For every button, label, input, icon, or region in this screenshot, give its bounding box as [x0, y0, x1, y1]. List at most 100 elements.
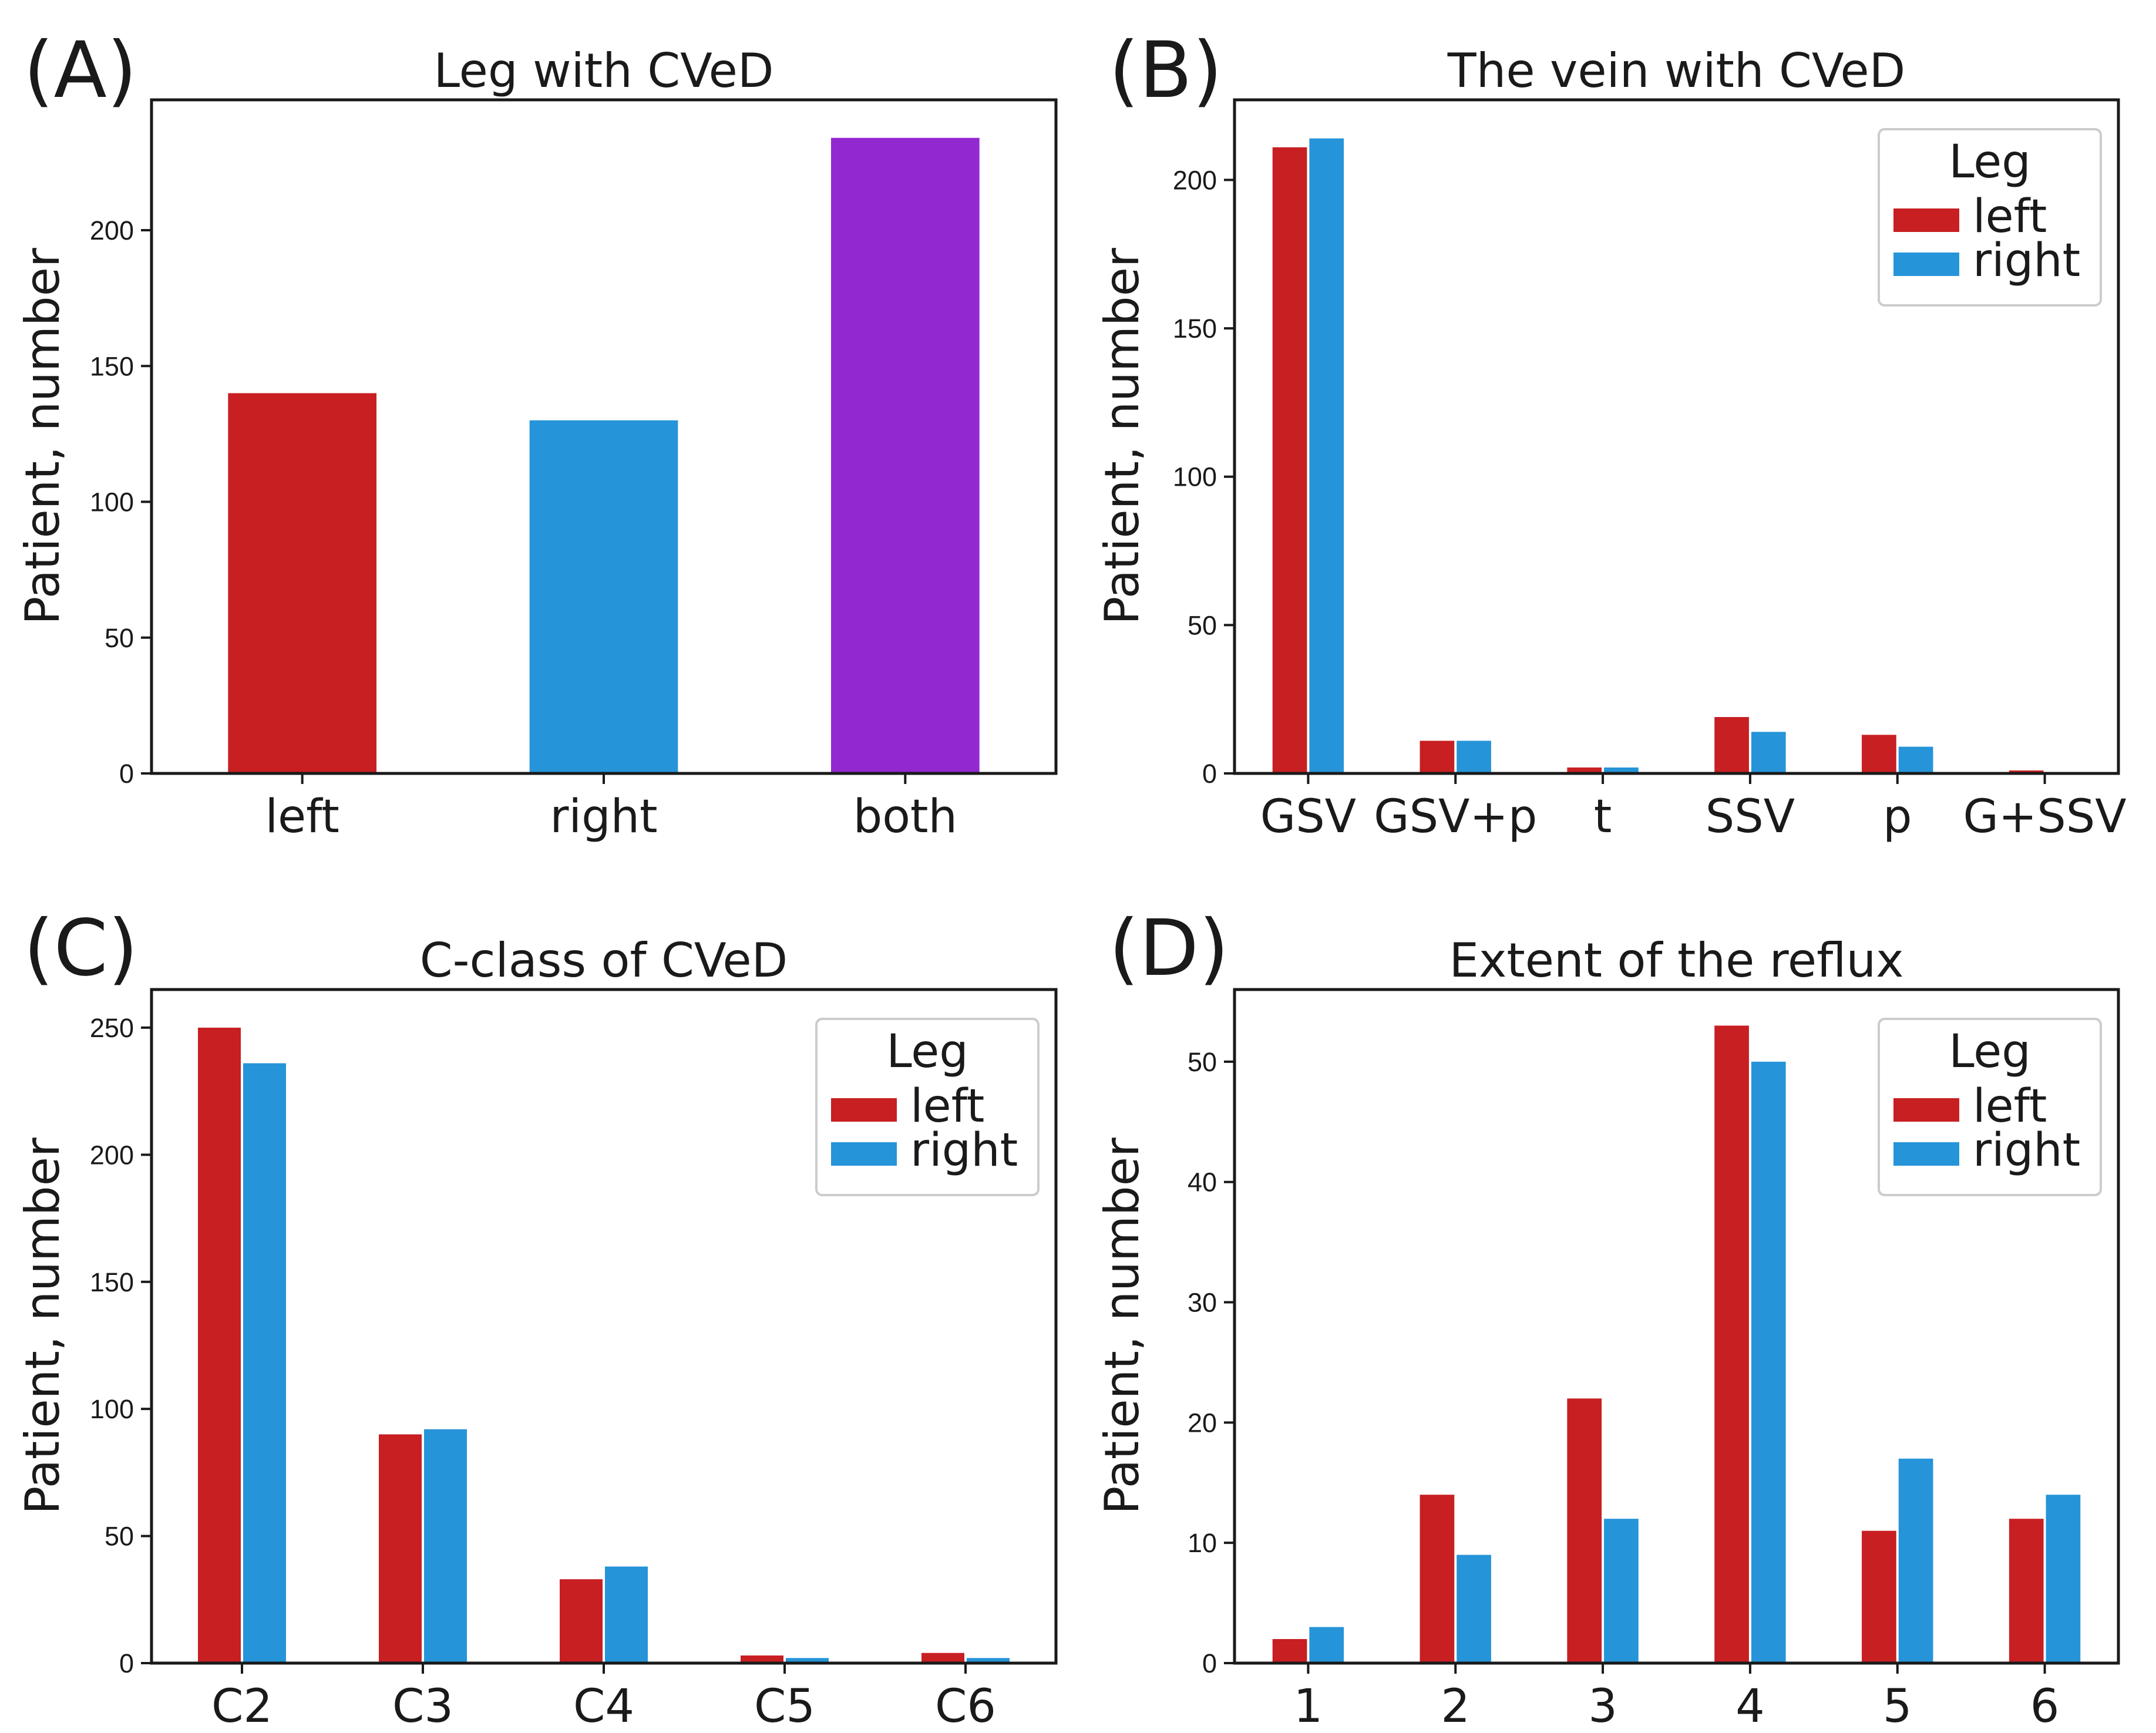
y-tick-label: 50 — [105, 1522, 134, 1552]
y-tick-label: 20 — [1188, 1408, 1217, 1438]
bar-both — [831, 137, 980, 773]
y-tick-label: 200 — [90, 1140, 134, 1170]
bar-right-C5 — [786, 1658, 829, 1663]
y-tick-label: 100 — [90, 487, 134, 517]
bar-left-C4 — [560, 1579, 603, 1663]
panel-letter: (A) — [23, 25, 137, 116]
plot-frame — [150, 98, 1058, 775]
bar-right-6 — [2046, 1495, 2081, 1663]
bar-right-5 — [1898, 1458, 1933, 1663]
bar-left-4 — [1714, 1025, 1749, 1663]
legend-swatch-left — [831, 1098, 897, 1122]
bar-left-SSV — [1714, 716, 1749, 773]
legend-swatch-left — [1893, 1098, 1959, 1122]
x-tick-label: GSV — [1260, 790, 1356, 843]
bar-left-GSV — [1272, 147, 1307, 773]
bar-right-C6 — [967, 1658, 1010, 1663]
bar-left — [228, 393, 376, 773]
bar-right-GSV — [1309, 138, 1344, 773]
bar-left-3 — [1567, 1398, 1602, 1663]
y-axis-label: Patient, number — [15, 248, 70, 625]
x-tick-label: G+SSV — [1963, 790, 2126, 843]
plot-frame — [150, 988, 1058, 1665]
y-tick-label: 200 — [90, 216, 134, 245]
x-tick-label: 4 — [1735, 1680, 1765, 1733]
chart-title: The vein with CVeD — [1447, 43, 1906, 98]
legend-label-right: right — [1973, 1124, 2080, 1177]
bar-right-t — [1604, 767, 1639, 773]
chart-title: Leg with CVeD — [434, 43, 774, 98]
x-tick-label: right — [550, 790, 657, 843]
x-tick-label: p — [1883, 790, 1912, 843]
panel-letter: (D) — [1109, 903, 1229, 994]
y-tick-label: 50 — [105, 623, 134, 653]
bar-right — [529, 420, 678, 773]
legend-title: Leg — [1949, 1025, 2031, 1078]
x-tick-label: C3 — [392, 1680, 453, 1733]
bar-left-C3 — [379, 1434, 422, 1663]
x-tick-label: SSV — [1706, 790, 1795, 843]
bar-right-C2 — [243, 1063, 286, 1663]
y-tick-label: 0 — [119, 1648, 134, 1678]
chart-panel-c: (C) C-class of CVeD Patient, number 0 50 100 1… — [15, 903, 1058, 1733]
y-tick-label: 150 — [90, 351, 134, 381]
legend-label-left: left — [1973, 1080, 2047, 1133]
y-tick-label: 150 — [1173, 314, 1217, 344]
bar-right-C4 — [605, 1566, 648, 1663]
y-tick-label: 0 — [1202, 1648, 1217, 1678]
y-tick-label: 0 — [119, 759, 134, 789]
y-axis-label: Patient, number — [1095, 1138, 1149, 1515]
legend-swatch-left — [1893, 208, 1959, 232]
legend-label-right: right — [910, 1124, 1018, 1177]
x-tick-label: left — [265, 790, 339, 843]
bar-left-1 — [1272, 1639, 1307, 1663]
bar-left-C6 — [921, 1653, 964, 1663]
chart-panel-b: (B) The vein with CVeD Patient, number 0 50 1… — [1095, 25, 2127, 843]
chart-panel-d: (D) Extent of the reflux Patient, number 0 1… — [1095, 903, 2120, 1733]
y-axis-label: Patient, number — [1095, 248, 1149, 625]
panel-letter: (B) — [1109, 25, 1223, 116]
y-tick-label: 250 — [90, 1013, 134, 1043]
y-tick-label: 100 — [90, 1394, 134, 1424]
plot-frame — [1233, 98, 2120, 775]
bar-right-SSV — [1751, 732, 1786, 773]
bar-right-2 — [1457, 1554, 1491, 1663]
y-tick-label: 100 — [1173, 462, 1217, 492]
y-tick-label: 50 — [1188, 610, 1217, 640]
y-tick-label: 150 — [90, 1267, 134, 1297]
x-tick-label: GSV+p — [1374, 790, 1537, 843]
bar-left-GSV+p — [1420, 741, 1455, 773]
y-tick-label: 40 — [1188, 1167, 1217, 1197]
bar-left-5 — [1862, 1530, 1896, 1663]
x-tick-label: 5 — [1883, 1680, 1912, 1733]
x-tick-label: 1 — [1294, 1680, 1323, 1733]
x-tick-label: C2 — [211, 1680, 273, 1733]
x-tick-label: C5 — [754, 1680, 815, 1733]
chart-title: C-class of CVeD — [420, 933, 788, 988]
y-tick-label: 30 — [1188, 1288, 1217, 1318]
y-axis-label: Patient, number — [15, 1138, 70, 1515]
bar-left-t — [1567, 767, 1602, 773]
legend-title: Leg — [1949, 136, 2031, 189]
y-tick-label: 10 — [1188, 1528, 1217, 1558]
panel-letter: (C) — [23, 903, 138, 994]
y-tick-label: 50 — [1188, 1047, 1217, 1077]
x-tick-label: 2 — [1441, 1680, 1470, 1733]
x-tick-label: 3 — [1588, 1680, 1617, 1733]
bar-right-C3 — [424, 1429, 467, 1663]
chart-title: Extent of the reflux — [1449, 933, 1903, 988]
bar-left-6 — [2009, 1519, 2044, 1663]
bar-right-GSV+p — [1457, 741, 1491, 773]
y-tick-label: 0 — [1202, 759, 1217, 789]
bar-right-p — [1898, 746, 1933, 773]
legend-label-right: right — [1973, 234, 2080, 287]
bar-right-1 — [1309, 1627, 1344, 1663]
x-tick-label: 6 — [2030, 1680, 2060, 1733]
bar-left-C2 — [198, 1027, 241, 1663]
legend-swatch-right — [1893, 253, 1959, 276]
bar-left-p — [1862, 735, 1896, 773]
